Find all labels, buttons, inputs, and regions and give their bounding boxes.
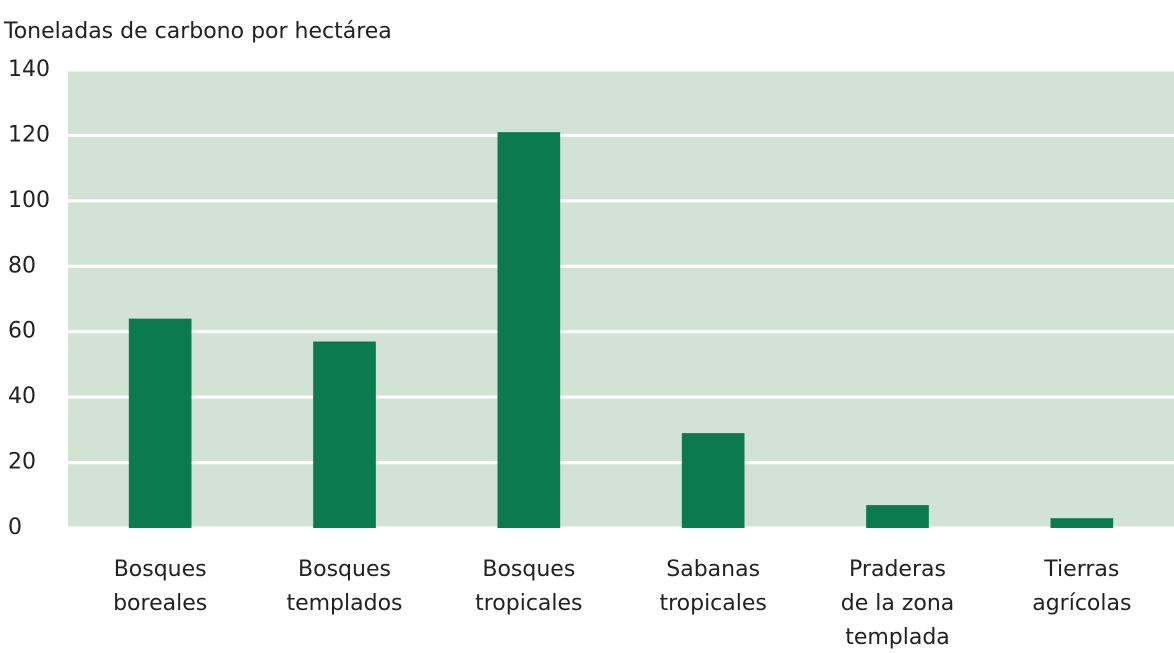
y-tick-label: 0 (8, 515, 22, 540)
bar (681, 433, 745, 528)
bar (128, 318, 192, 528)
bar (497, 132, 561, 528)
x-tick-label: templados (286, 591, 402, 616)
bar (313, 341, 376, 528)
x-tick-label: tropicales (659, 591, 766, 616)
x-tick-label: Tierras (1043, 557, 1119, 582)
plot-area (68, 70, 1174, 528)
x-tick-label: de la zona (841, 591, 955, 616)
x-tick-label: Bosques (298, 557, 391, 582)
x-tick-label: Bosques (114, 557, 207, 582)
y-tick-label: 80 (8, 253, 36, 278)
bar (866, 505, 929, 528)
x-tick-label: Praderas (849, 557, 946, 582)
x-tick-label: tropicales (475, 591, 582, 616)
y-tick-label: 100 (8, 188, 50, 213)
x-tick-label: templada (845, 625, 950, 650)
x-tick-label: Bosques (482, 557, 575, 582)
x-tick-label: Sabanas (666, 557, 760, 582)
y-tick-label: 40 (8, 384, 36, 409)
y-tick-label: 60 (8, 319, 36, 344)
x-tick-label: agrícolas (1032, 591, 1131, 616)
bar (1050, 518, 1114, 528)
y-tick-label: 120 (8, 122, 50, 147)
y-tick-label: 20 (8, 450, 36, 475)
y-tick-label: 140 (8, 57, 50, 82)
chart-title: Toneladas de carbono por hectárea (3, 19, 392, 44)
x-tick-label: boreales (113, 591, 207, 616)
